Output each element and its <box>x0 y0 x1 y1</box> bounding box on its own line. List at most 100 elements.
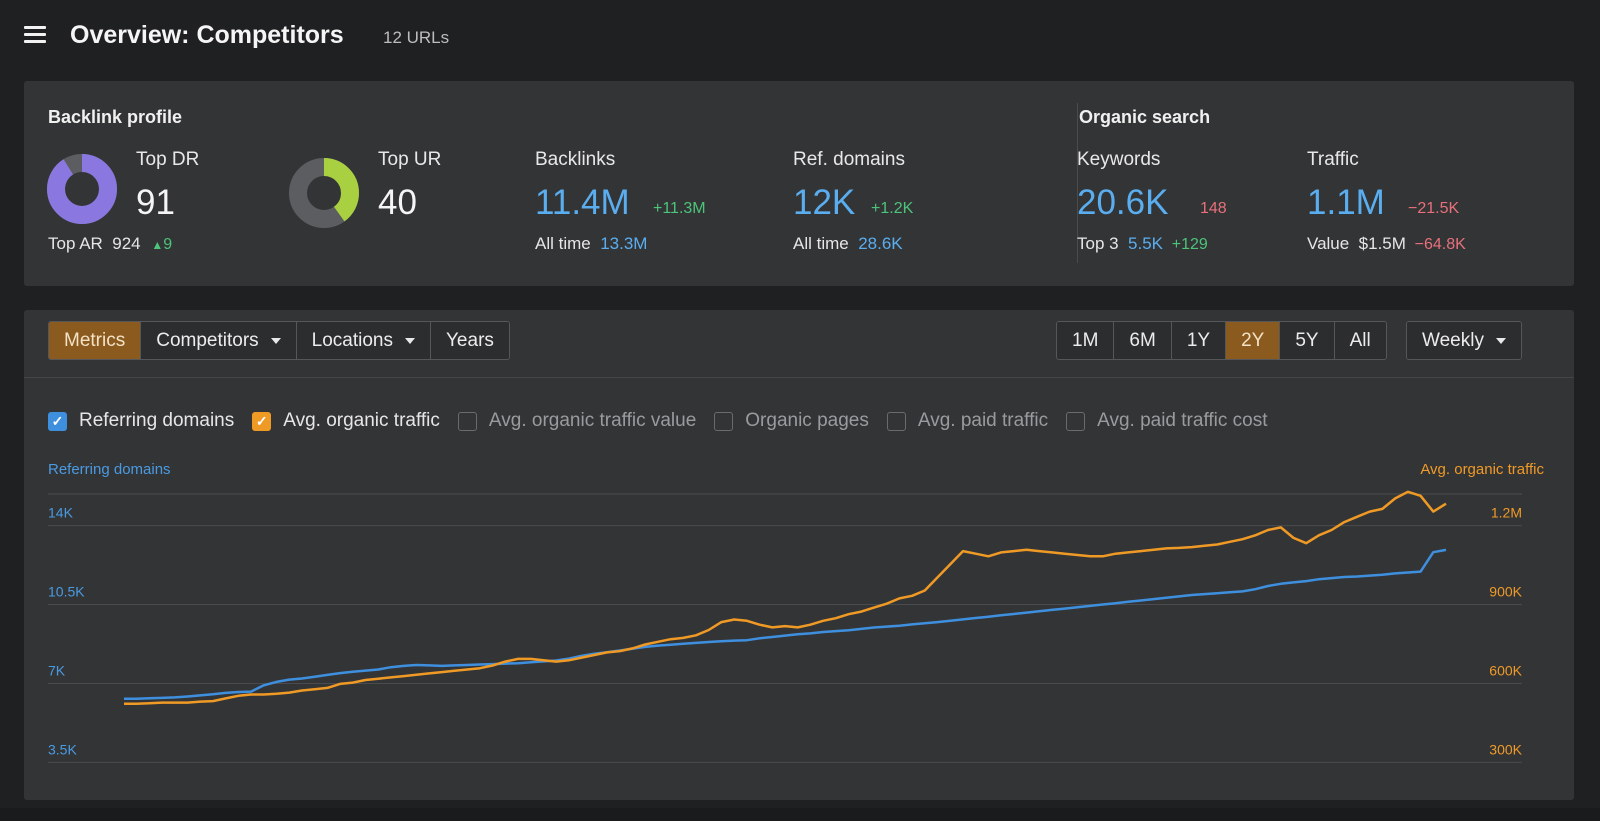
backlinks-all-time-value[interactable]: 13.3M <box>600 234 648 253</box>
keywords-value[interactable]: 20.6K <box>1077 183 1169 222</box>
organic-search-title: Organic search <box>1079 107 1211 127</box>
checkbox-label: Avg. paid traffic <box>917 410 1049 431</box>
tab-competitors[interactable]: Competitors <box>140 322 296 359</box>
range-1m-label: 1M <box>1072 329 1099 351</box>
tab-locations[interactable]: Locations <box>295 322 430 359</box>
keywords-delta: 148 <box>1200 200 1227 217</box>
ref-domains-all-time-value[interactable]: 28.6K <box>858 234 903 253</box>
check-icon[interactable]: ✓ <box>48 411 67 431</box>
top-dr-ring <box>47 154 117 224</box>
checkbox-label: Referring domains <box>79 410 235 431</box>
range-6m-label: 6M <box>1129 329 1156 351</box>
toolbar-divider <box>24 377 1574 378</box>
top-ur-ring <box>289 158 359 228</box>
right-axis-tick: 900K <box>1489 584 1522 600</box>
tab-locations-label: Locations <box>311 329 393 351</box>
tab-metrics-label: Metrics <box>64 329 126 351</box>
checkbox-box[interactable] <box>457 411 477 431</box>
checkbox-avg-paid-traffic[interactable]: Avg. paid traffic <box>886 410 1049 432</box>
checkbox-label: Organic pages <box>745 410 869 431</box>
keywords-top3: Top 3 5.5K +129 <box>1077 234 1208 254</box>
ref-domains-label: Ref. domains <box>793 149 905 170</box>
series-line-avg-organic-traffic <box>124 490 1447 705</box>
traffic-value[interactable]: 1.1M <box>1307 183 1385 222</box>
top-ar: Top AR 924 ▲9 <box>48 234 172 254</box>
checkbox-box[interactable] <box>714 411 734 431</box>
up-triangle-icon: ▲ <box>151 238 164 252</box>
ref-domains-all-time: All time 28.6K <box>793 234 903 254</box>
traffic-value-amount: $1.5M <box>1358 234 1406 253</box>
ref-domains-value[interactable]: 12K <box>793 183 856 222</box>
chevron-down-icon <box>1495 337 1506 344</box>
tab-metrics[interactable]: Metrics <box>49 322 141 359</box>
chevron-down-icon <box>270 337 281 344</box>
tab-years[interactable]: Years <box>430 322 509 359</box>
range-2y-label: 2Y <box>1241 329 1265 351</box>
tab-competitors-label: Competitors <box>156 329 259 351</box>
top-ar-delta: 9 <box>163 236 173 253</box>
checkbox-avg-organic-traffic-value[interactable]: Avg. organic traffic value <box>457 410 696 432</box>
right-axis-tick: 600K <box>1489 662 1522 678</box>
series-line-referring-domains <box>124 548 1447 701</box>
checkbox-referring-domains[interactable]: ✓ Referring domains <box>48 410 234 432</box>
view-tabs: Metrics Competitors Locations Years <box>48 321 510 360</box>
right-axis-tick: 300K <box>1489 741 1522 757</box>
left-axis-tick: 7K <box>48 662 66 678</box>
tab-years-label: Years <box>446 329 494 351</box>
range-all[interactable]: All <box>1333 322 1386 359</box>
left-axis-tick: 10.5K <box>48 584 85 600</box>
checkbox-organic-pages[interactable]: Organic pages <box>714 410 869 432</box>
line-chart[interactable]: 14K 10.5K 7K 3.5K 1.2M 900K 600K 300K <box>24 480 1574 790</box>
range-2y[interactable]: 2Y <box>1225 322 1280 359</box>
traffic-delta: −21.5K <box>1408 200 1460 217</box>
checkbox-avg-organic-traffic[interactable]: ✓ Avg. organic traffic <box>252 410 440 432</box>
page-title: Overview: Competitors <box>70 21 344 49</box>
ref-domains-delta: +1.2K <box>871 200 914 217</box>
page-header: Overview: Competitors 12 URLs <box>0 0 1600 76</box>
range-all-label: All <box>1349 329 1371 351</box>
chart-panel: Metrics Competitors Locations Years 1M 6… <box>24 310 1574 800</box>
checkbox-label: Avg. organic traffic <box>283 410 440 431</box>
check-icon[interactable]: ✓ <box>252 411 272 431</box>
top-dr-ring-arc <box>47 154 117 224</box>
backlinks-all-time-label: All time <box>535 234 591 253</box>
traffic-value-row: Value $1.5M −64.8K <box>1307 234 1466 254</box>
left-axis-tick: 3.5K <box>48 741 77 757</box>
checkbox-avg-paid-traffic-cost[interactable]: Avg. paid traffic cost <box>1066 410 1268 432</box>
traffic-value-delta: −64.8K <box>1414 236 1466 253</box>
range-selector: 1M 6M 1Y 2Y 5Y All <box>1056 321 1387 360</box>
checkbox-label: Avg. paid traffic cost <box>1097 410 1268 431</box>
right-axis-title: Avg. organic traffic <box>1420 461 1544 478</box>
interval-dropdown[interactable]: Weekly <box>1406 321 1522 360</box>
section-divider <box>1077 103 1078 263</box>
summary-panel: Backlink profile Top DR 91 Top AR 924 ▲9… <box>24 81 1574 286</box>
range-5y[interactable]: 5Y <box>1279 322 1334 359</box>
top3-label: Top 3 <box>1077 234 1119 253</box>
traffic-value-label: Value <box>1307 234 1350 253</box>
range-5y-label: 5Y <box>1295 329 1319 351</box>
interval-label: Weekly <box>1422 329 1484 351</box>
backlinks-value[interactable]: 11.4M <box>535 183 630 222</box>
top-ur-ring-arc <box>289 158 359 228</box>
checkbox-box[interactable] <box>1066 411 1086 431</box>
top-ur-value: 40 <box>378 183 417 222</box>
backlinks-delta: +11.3M <box>653 200 706 217</box>
traffic-label: Traffic <box>1307 149 1359 170</box>
bottom-bar <box>0 808 1600 821</box>
top-dr-label: Top DR <box>136 149 200 170</box>
menu-icon[interactable] <box>24 26 46 44</box>
url-count: 12 URLs <box>383 28 450 47</box>
keywords-label: Keywords <box>1077 149 1161 170</box>
interval-button[interactable]: Weekly <box>1407 322 1521 359</box>
backlink-profile-title: Backlink profile <box>48 107 183 127</box>
right-axis-tick: 1.2M <box>1491 505 1522 521</box>
checkbox-box[interactable] <box>886 411 906 431</box>
range-1m[interactable]: 1M <box>1057 322 1114 359</box>
range-6m[interactable]: 6M <box>1113 322 1171 359</box>
backlinks-label: Backlinks <box>535 149 616 170</box>
chevron-down-icon <box>405 337 415 344</box>
top3-value[interactable]: 5.5K <box>1128 234 1164 253</box>
range-1y[interactable]: 1Y <box>1170 322 1226 359</box>
top-ar-label: Top AR <box>48 234 103 253</box>
left-axis-title: Referring domains <box>48 461 171 478</box>
